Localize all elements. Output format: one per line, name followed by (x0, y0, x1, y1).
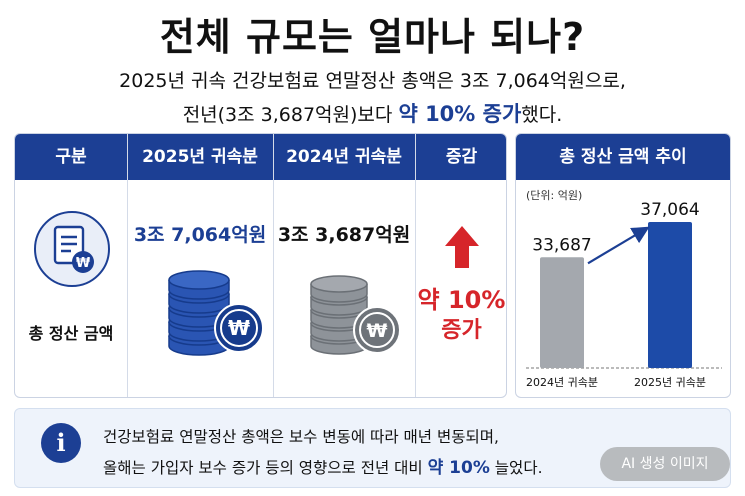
comparison-table: 구분 2025년 귀속분 2024년 귀속분 증감 ₩ 총 정산 금액 3조 7… (14, 133, 507, 398)
info-icon: i (41, 423, 81, 463)
column-divider (127, 134, 128, 397)
ai-generated-badge: AI 생성 이미지 (600, 447, 730, 481)
subtitle-text: 전년(3조 3,687억원)보다 (182, 104, 399, 126)
chart-title: 총 정산 금액 추이 (516, 134, 730, 180)
subtitle-tail: 했다. (521, 104, 563, 126)
chart-bar (540, 257, 584, 368)
document-won-icon: ₩ (34, 211, 110, 287)
bar-chart: 33,687 2024년 귀속분 37,064 2025년 귀속분 (526, 200, 722, 389)
trend-arrow (587, 226, 650, 265)
column-divider (273, 134, 274, 397)
info-line-2: 올해는 가입자 보수 증가 등의 영향으로 전년 대비 약 10% 늘었다. (103, 453, 543, 478)
svg-text:₩: ₩ (367, 320, 388, 342)
header-2024: 2024년 귀속분 (286, 147, 402, 167)
coin-stack-blue-icon: ₩ (168, 270, 264, 356)
bar-value-label: 37,064 (640, 200, 699, 220)
bar-value-label: 33,687 (532, 235, 591, 255)
info-text: 올해는 가입자 보수 증가 등의 영향으로 전년 대비 (103, 459, 428, 477)
header-2025: 2025년 귀속분 (142, 147, 258, 167)
up-arrow-icon (445, 226, 479, 268)
column-divider (415, 134, 416, 397)
value-2025: 3조 7,064억원 (133, 224, 267, 246)
svg-text:₩: ₩ (76, 256, 91, 271)
header-change: 증감 (445, 147, 478, 167)
trend-chart-panel: 총 정산 금액 추이 (단위: 억원) 33,687 2024년 귀속분 37,06… (515, 133, 731, 398)
svg-text:₩: ₩ (228, 316, 250, 340)
chart-bar (648, 222, 692, 368)
subtitle-line-1: 2025년 귀속 건강보험료 연말정산 총액은 3조 7,064억원으로, (119, 70, 626, 92)
value-2024: 3조 3,687억원 (277, 224, 411, 246)
info-tail: 늘었다. (489, 459, 543, 477)
header-category: 구분 (55, 147, 87, 167)
change-label: 증가 (441, 318, 482, 343)
table-header: 구분 2025년 귀속분 2024년 귀속분 증감 (15, 134, 506, 180)
info-line-1: 건강보험료 연말정산 총액은 보수 변동에 따라 매년 변동되며, (103, 428, 499, 446)
change-percent: 약 10% (417, 286, 506, 314)
subtitle-line-2: 전년(3조 3,687억원)보다 약 10% 증가했다. (0, 98, 745, 128)
info-highlight: 약 10% (427, 458, 490, 478)
category-label: 2025년 귀속분 (634, 376, 706, 389)
coin-stack-gray-icon: ₩ (310, 275, 401, 355)
category-label: 2024년 귀속분 (526, 376, 598, 389)
page-title: 전체 규모는 얼마나 되나? (159, 15, 586, 59)
row-label: 총 정산 금액 (28, 324, 114, 343)
subtitle-highlight: 약 10% 증가 (398, 102, 522, 126)
chart-unit: (단위: 억원) (526, 189, 583, 202)
